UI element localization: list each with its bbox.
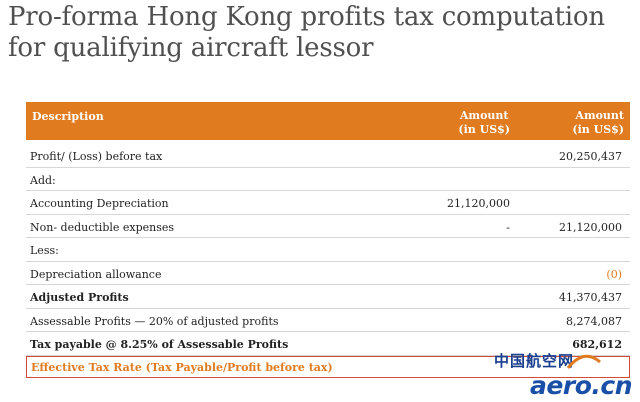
header-amount-1-line1: Amount <box>459 109 509 122</box>
tax-computation-table: Description Amount (in US$) Amount (in U… <box>26 102 630 378</box>
row-description: Adjusted Profits <box>30 291 129 304</box>
header-description: Description <box>32 110 104 123</box>
watermark-chinese-text: 中国航空网 <box>493 352 574 370</box>
row-amount-2: 8,274,087 <box>566 314 622 328</box>
row-description: Effective Tax Rate (Tax Payable/Profit b… <box>31 360 333 374</box>
row-description: Less: <box>30 244 59 257</box>
row-amount-1: 21,120,000 <box>447 197 510 210</box>
row-description: Profit/ (Loss) before tax <box>30 150 163 163</box>
header-amount-2-line1: Amount <box>575 109 624 122</box>
page-title: Pro-forma Hong Kong profits tax computat… <box>8 2 605 63</box>
table-row-assessable-profits: Assessable Profits — 20% of adjusted pro… <box>26 309 630 332</box>
table-row-adjusted-profits: Adjusted Profits 41,370,437 <box>26 285 630 309</box>
header-amount-2-line2: (in US$) <box>572 123 624 136</box>
row-amount-2: 682,612 <box>572 338 622 351</box>
header-amount-1: Amount (in US$) <box>458 109 510 137</box>
row-description: Tax payable @ 8.25% of Assessable Profit… <box>30 338 289 351</box>
row-description: Assessable Profits — 20% of adjusted pro… <box>30 314 279 328</box>
row-description: Non- deductible expenses <box>30 220 175 234</box>
table-row-add: Add: <box>26 168 630 191</box>
table-row-non-deductible-expenses: Non- deductible expenses - 21,120,000 <box>26 215 630 238</box>
table-header: Description Amount (in US$) Amount (in U… <box>26 102 630 140</box>
aero-cn-watermark-logo: 中国航空网 aero.cn <box>482 350 633 400</box>
header-amount-2: Amount (in US$) <box>572 109 624 137</box>
row-description: Add: <box>30 173 56 187</box>
table-row-effective-tax-rate: Effective Tax Rate (Tax Payable/Profit b… <box>26 355 630 378</box>
table-row-less: Less: <box>26 238 630 262</box>
watermark-english-text: aero.cn <box>530 371 632 400</box>
table-row-tax-payable: Tax payable @ 8.25% of Assessable Profit… <box>26 332 630 356</box>
row-amount-2: (0) <box>606 267 622 281</box>
row-amount-2: 21,120,000 <box>559 220 622 234</box>
header-amount-1-line2: (in US$) <box>458 123 510 136</box>
row-description: Depreciation allowance <box>30 267 162 281</box>
row-amount-1: - <box>506 220 510 234</box>
row-amount-2: 41,370,437 <box>559 291 622 304</box>
table-row-accounting-depreciation: Accounting Depreciation 21,120,000 <box>26 191 630 215</box>
watermark-swoosh-icon <box>566 354 601 369</box>
row-description: Accounting Depreciation <box>30 197 169 210</box>
table-row-depreciation-allowance: Depreciation allowance (0) <box>26 262 630 285</box>
table-row-profit-before-tax: Profit/ (Loss) before tax 20,250,437 <box>26 144 630 168</box>
row-amount-2: 20,250,437 <box>559 150 622 163</box>
